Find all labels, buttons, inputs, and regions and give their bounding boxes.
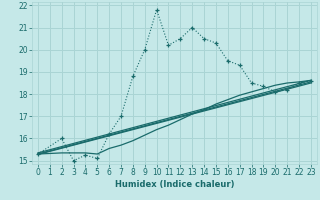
X-axis label: Humidex (Indice chaleur): Humidex (Indice chaleur) [115,180,234,189]
